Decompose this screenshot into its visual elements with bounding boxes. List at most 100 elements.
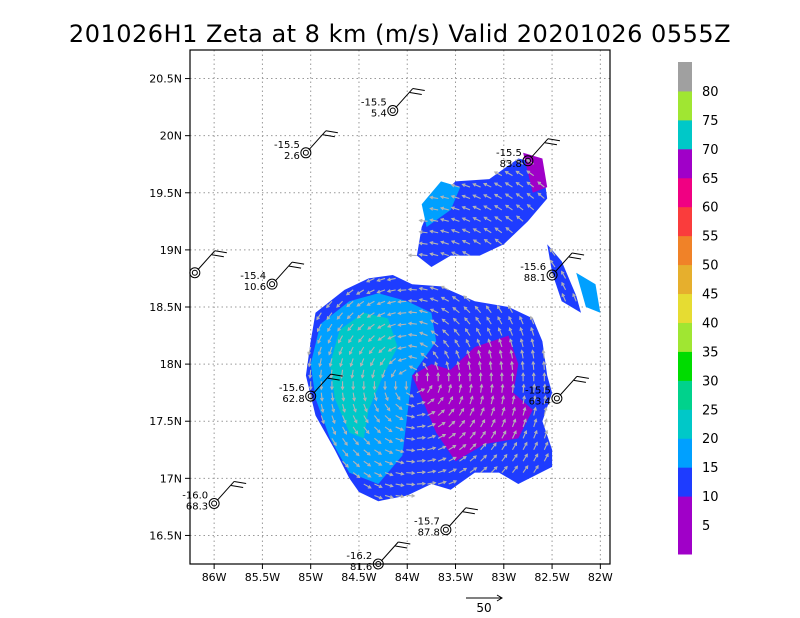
wind-arrowhead <box>386 289 391 293</box>
station-10: -16.281.6 <box>346 541 411 573</box>
wind-arrow <box>384 392 389 401</box>
wind-arrowhead <box>474 305 479 310</box>
wind-arrowhead <box>544 441 549 446</box>
wind-arrowhead <box>337 327 341 332</box>
wind-arrow <box>452 296 460 302</box>
wind-arrow <box>363 449 371 456</box>
wind-arrowhead <box>440 240 445 245</box>
wind-arrow <box>511 419 516 428</box>
reference-vector: 50 <box>466 594 503 615</box>
wind-arrowhead <box>472 217 477 221</box>
wind-arrow <box>427 435 436 439</box>
wind-arrowhead <box>358 338 362 343</box>
wind-arrowhead <box>434 361 438 366</box>
wind-arrow <box>505 216 513 222</box>
station-ring-inner <box>307 393 314 400</box>
wind-arrow <box>384 472 393 476</box>
wind-arrow <box>374 449 382 455</box>
wind-arrowhead <box>439 229 445 234</box>
wind-arrowhead <box>452 306 457 311</box>
colorbar-swatch <box>678 409 692 439</box>
wind-arrowhead <box>429 297 434 302</box>
wind-arrow <box>572 293 577 302</box>
wind-arrowhead <box>449 395 454 401</box>
wind-arrowhead <box>442 469 447 473</box>
colorbar-swatch <box>678 235 692 266</box>
wind-arrowhead <box>318 374 323 379</box>
wind-arrow <box>348 335 354 343</box>
wind-arrow <box>331 415 336 424</box>
station-ring-inner <box>553 395 560 402</box>
wind-arrowhead <box>524 441 528 446</box>
wind-arrow <box>319 358 322 367</box>
wind-arrow <box>363 483 372 489</box>
wind-arrow <box>367 312 375 318</box>
wind-arrowhead <box>391 373 395 378</box>
wind-arrow <box>419 298 428 302</box>
wind-arrowhead <box>549 248 554 253</box>
echo-north-cyan <box>421 181 461 227</box>
wind-arrowhead <box>386 277 391 282</box>
wind-arrowhead <box>319 386 324 391</box>
wind-arrow <box>451 240 460 245</box>
wind-arrow <box>516 215 524 222</box>
wind-arrowhead <box>429 286 434 290</box>
wind-arrowhead <box>376 313 381 317</box>
wind-arrow <box>430 196 439 200</box>
wind-arrowhead <box>450 217 455 222</box>
wind-arrowhead <box>419 331 424 336</box>
wind-arrowhead <box>480 395 484 400</box>
wind-arrowhead <box>543 406 548 411</box>
wind-arrow <box>527 193 535 199</box>
wind-arrow <box>490 466 498 474</box>
wind-arrowhead <box>493 171 498 175</box>
wind-arrow <box>398 300 407 303</box>
wind-arrowhead <box>508 315 512 320</box>
echo-regions <box>305 152 601 502</box>
wind-arrow <box>484 239 492 245</box>
wind-arrowhead <box>483 194 488 198</box>
station-temp: -16.2 <box>346 551 372 562</box>
wind-arrowhead <box>461 194 466 199</box>
wind-arrow <box>408 345 417 348</box>
wind-arrow <box>384 460 393 465</box>
wind-arrow <box>378 335 386 341</box>
wind-arrowhead <box>431 423 437 427</box>
wind-arrowhead <box>355 441 359 446</box>
wind-arrowhead <box>339 363 343 368</box>
wind-arrowhead <box>429 229 434 234</box>
wind-arrowhead <box>490 383 494 388</box>
wind-arrow <box>357 312 365 319</box>
wind-arrowhead <box>344 441 348 446</box>
wind-arrowhead <box>326 304 330 309</box>
wind-arrow <box>441 296 450 302</box>
wind-arrowhead <box>316 328 321 333</box>
wind-arrowhead <box>347 327 352 332</box>
y-tick-label: 17.5N <box>149 415 182 428</box>
wind-arrowhead <box>459 395 464 400</box>
wind-arrowhead <box>365 430 370 435</box>
wind-arrowhead <box>342 419 347 424</box>
wind-arrowhead <box>331 408 336 413</box>
wind-arrow <box>521 350 524 359</box>
colorbar-swatch <box>678 380 692 410</box>
wind-arrow <box>453 329 460 336</box>
wind-arrowhead <box>494 205 499 209</box>
wind-arrow <box>384 415 392 422</box>
wind-arrow <box>521 361 524 370</box>
station-temp: -15.5 <box>496 148 522 159</box>
wind-arrow <box>490 407 495 416</box>
wind-arrowhead <box>378 462 383 466</box>
wind-arrowhead <box>418 298 423 302</box>
colorbar-swatch <box>678 177 692 208</box>
wind-arrow <box>363 437 370 445</box>
wind-arrowhead <box>418 309 423 314</box>
colorbar-label: 20 <box>702 432 719 447</box>
wind-arrowhead <box>473 455 477 459</box>
wind-arrowhead <box>366 314 371 318</box>
wind-arrow <box>408 300 417 302</box>
wind-arrowhead <box>338 351 343 356</box>
wind-arrow <box>550 260 556 268</box>
wind-arrowhead <box>549 259 554 264</box>
wind-arrow <box>427 398 435 405</box>
